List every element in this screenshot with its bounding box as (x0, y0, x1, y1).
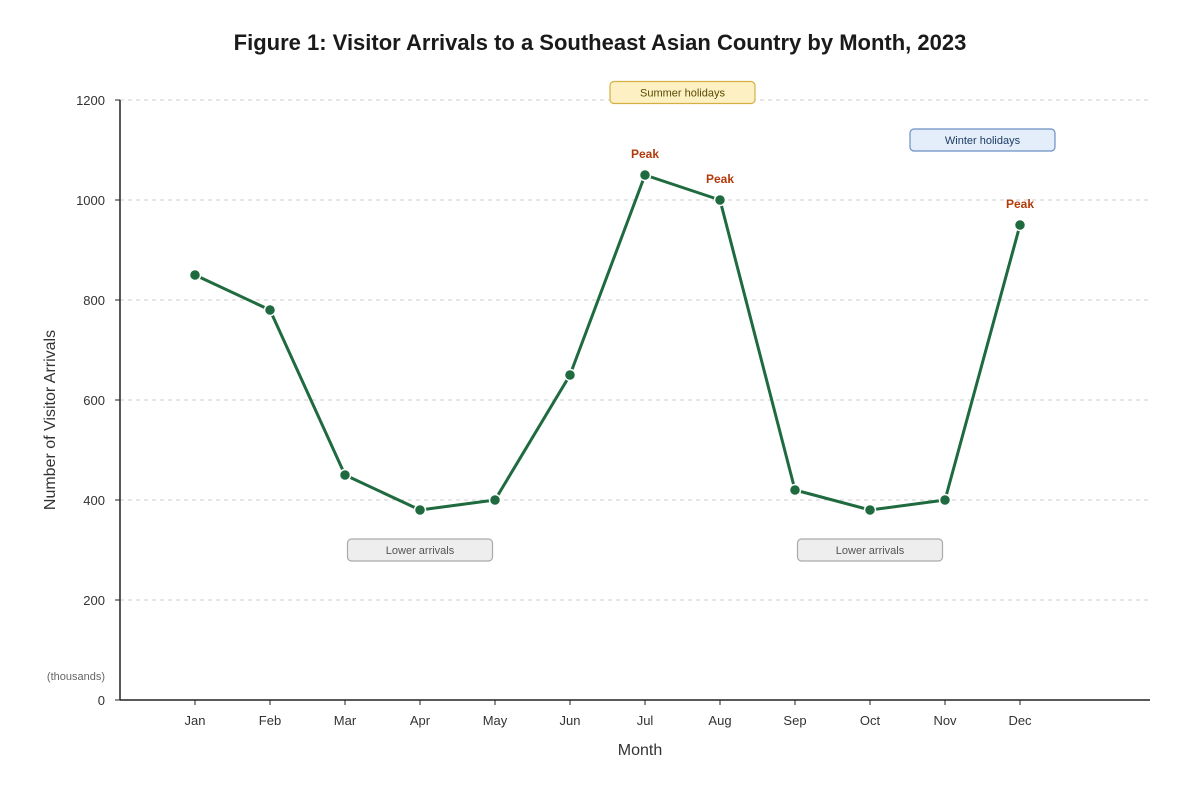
data-point (788, 483, 802, 497)
x-tick-label: Sep (783, 713, 806, 728)
data-point (563, 368, 577, 382)
chart-title: Figure 1: Visitor Arrivals to a Southeas… (234, 30, 967, 55)
data-point (263, 303, 277, 317)
peak-label: Peak (631, 147, 659, 161)
y-tick-label: 800 (83, 293, 105, 308)
period-annotation-box (796, 538, 944, 562)
x-tick-label: May (483, 713, 508, 728)
x-tick-label: Apr (410, 713, 431, 728)
data-point (863, 503, 877, 517)
y-axis-title: Number of Visitor Arrivals (42, 330, 59, 510)
period-annotation-box (609, 80, 756, 105)
peak-label: Peak (1006, 197, 1034, 211)
x-tick-label: Dec (1008, 713, 1032, 728)
data-point (713, 193, 727, 207)
data-point (1013, 218, 1027, 232)
y-tick-label: 400 (83, 493, 105, 508)
data-point (938, 493, 952, 507)
x-tick-label: Jun (560, 713, 581, 728)
data-point (488, 493, 502, 507)
series-line (194, 173, 1022, 512)
x-axis-title: Month (618, 742, 662, 759)
period-annotations: Summer holidays Winter holidays Lower arri… (346, 80, 1056, 562)
y-tick-label: 1200 (76, 93, 105, 108)
period-annotation-label: Summer holidays (640, 88, 725, 100)
x-tick-label: Mar (334, 713, 357, 728)
y-axis-units: (thousands) (47, 671, 105, 683)
grid-lines (120, 99, 1150, 601)
x-tick-label: Feb (259, 713, 281, 728)
period-annotation-label: Lower arrivals (386, 545, 455, 557)
period-annotation-label: Lower arrivals (836, 545, 905, 557)
x-tick-label: Oct (860, 713, 881, 728)
x-tick-label: Jul (637, 713, 654, 728)
period-annotation-box (909, 128, 1056, 152)
y-axis-ticks: 0 200 400 600 800 1000 1200 (76, 93, 120, 708)
y-tick-label: 200 (83, 593, 105, 608)
data-point (188, 268, 202, 282)
x-tick-label: Aug (708, 713, 731, 728)
y-tick-label: 1000 (76, 193, 105, 208)
y-tick-label: 600 (83, 393, 105, 408)
x-tick-label: Jan (185, 713, 206, 728)
data-point (638, 168, 652, 182)
x-axis-ticks: Jan Feb Mar Apr May Jun Jul Aug Sep Oct Nov Dec (185, 700, 1032, 728)
data-point (413, 503, 427, 517)
period-annotation-label: Winter holidays (945, 135, 1021, 147)
x-tick-label: Nov (933, 713, 957, 728)
data-point (338, 468, 352, 482)
peak-labels: Peak Peak Peak (631, 147, 1034, 211)
y-tick-label: 0 (98, 693, 105, 708)
data-points (188, 168, 1027, 517)
period-annotation-box (346, 538, 494, 562)
peak-label: Peak (706, 172, 734, 186)
series-line-path (194, 173, 1022, 512)
